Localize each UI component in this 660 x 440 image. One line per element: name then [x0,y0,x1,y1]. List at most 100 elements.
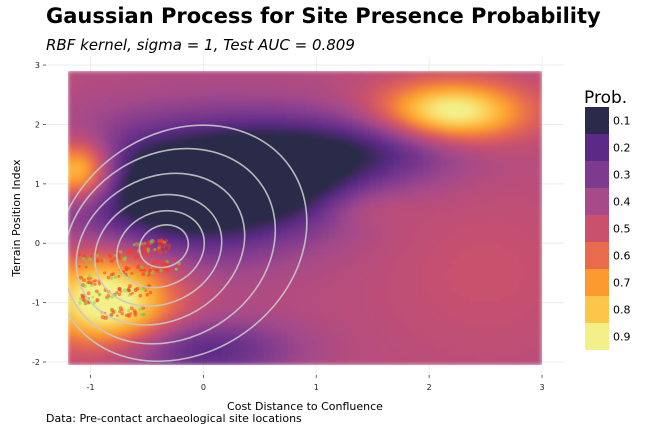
heat-cell [435,149,442,156]
heat-cell [304,359,312,365]
heat-cell [500,327,507,334]
heat-cell [464,138,472,145]
heat-cell [156,217,164,224]
heat-cell [369,186,377,193]
heat-cell [387,317,395,324]
heat-cell [369,254,377,261]
heat-cell [109,201,116,208]
heat-cell [452,243,460,250]
heat-cell [233,217,241,224]
legend-swatch [585,107,609,134]
heat-cell [239,280,247,287]
heat-cell [281,91,288,98]
heat-cell [375,348,383,355]
heat-cell [322,123,329,130]
heat-cell [512,102,519,109]
heat-cell [150,138,158,145]
heat-cell [435,327,442,334]
heat-cell [198,180,205,187]
heat-cell [174,102,181,109]
heat-cell [144,159,152,166]
heat-cell [488,338,495,345]
heat-cell [126,123,134,130]
heat-cell [488,123,495,130]
heat-cell [352,254,359,261]
heat-cell [435,71,442,77]
heat-cell [304,306,312,313]
heat-cell [399,159,407,166]
heat-cell [322,207,329,214]
heat-cell [417,96,424,103]
heat-cell [209,243,217,250]
heat-cell [174,128,181,135]
heat-cell [292,217,300,224]
heat-cell [121,338,128,345]
heat-cell [399,71,407,77]
heat-cell [523,338,531,345]
heat-cell [417,306,424,313]
heat-cell [334,186,341,193]
site-point-red [86,291,91,296]
heat-cell [399,354,407,361]
heat-cell [221,133,229,140]
heat-cell [535,238,542,245]
heat-cell [446,254,454,261]
heat-cell [85,270,92,277]
heat-cell [446,133,454,140]
heat-cell [150,243,158,250]
heat-cell [168,249,175,256]
y-tick-label: -2 [32,358,40,367]
heat-cell [132,91,140,98]
heat-cell [126,75,134,82]
heat-cell [203,170,211,177]
heat-cell [417,191,424,198]
heat-cell [346,196,353,203]
heat-cell [126,128,134,135]
heat-cell [523,170,531,177]
heat-cell [470,144,478,151]
heat-cell [393,270,401,277]
heat-cell [209,222,217,229]
heat-cell [109,233,116,240]
heat-cell [423,233,430,240]
heat-cell [298,264,306,271]
heat-cell [369,128,377,135]
heat-cell [488,81,495,88]
heat-cell [363,338,371,345]
heat-cell [281,285,288,292]
heat-cell [423,238,430,245]
heat-cell [322,154,329,161]
site-point-red [141,272,146,277]
site-point-red [120,311,125,316]
heat-cell [132,117,140,124]
heat-cell [91,285,98,292]
heat-cell [440,275,448,282]
heat-cell [103,123,110,130]
heat-cell [464,112,472,119]
heat-cell [334,222,341,229]
heat-cell [399,154,407,161]
heat-cell [494,159,501,166]
heat-cell [322,170,329,177]
heat-cell [168,285,175,292]
heat-cell [393,333,401,340]
heat-cell [275,112,282,119]
heat-cell [233,128,241,135]
heat-cell [150,112,158,119]
heat-cell [251,317,258,324]
heat-cell [281,243,288,250]
heat-cell [358,191,365,198]
heat-cell [393,222,401,229]
heat-cell [215,102,223,109]
heat-cell [423,343,430,350]
heat-cell [192,128,199,135]
heat-cell [263,144,270,151]
heat-cell [405,191,412,198]
heat-cell [482,159,489,166]
heat-cell [298,201,306,208]
heat-cell [494,201,501,208]
heat-cell [322,238,329,245]
heat-cell [304,154,312,161]
heat-cell [251,217,258,224]
heat-cell [269,170,276,177]
